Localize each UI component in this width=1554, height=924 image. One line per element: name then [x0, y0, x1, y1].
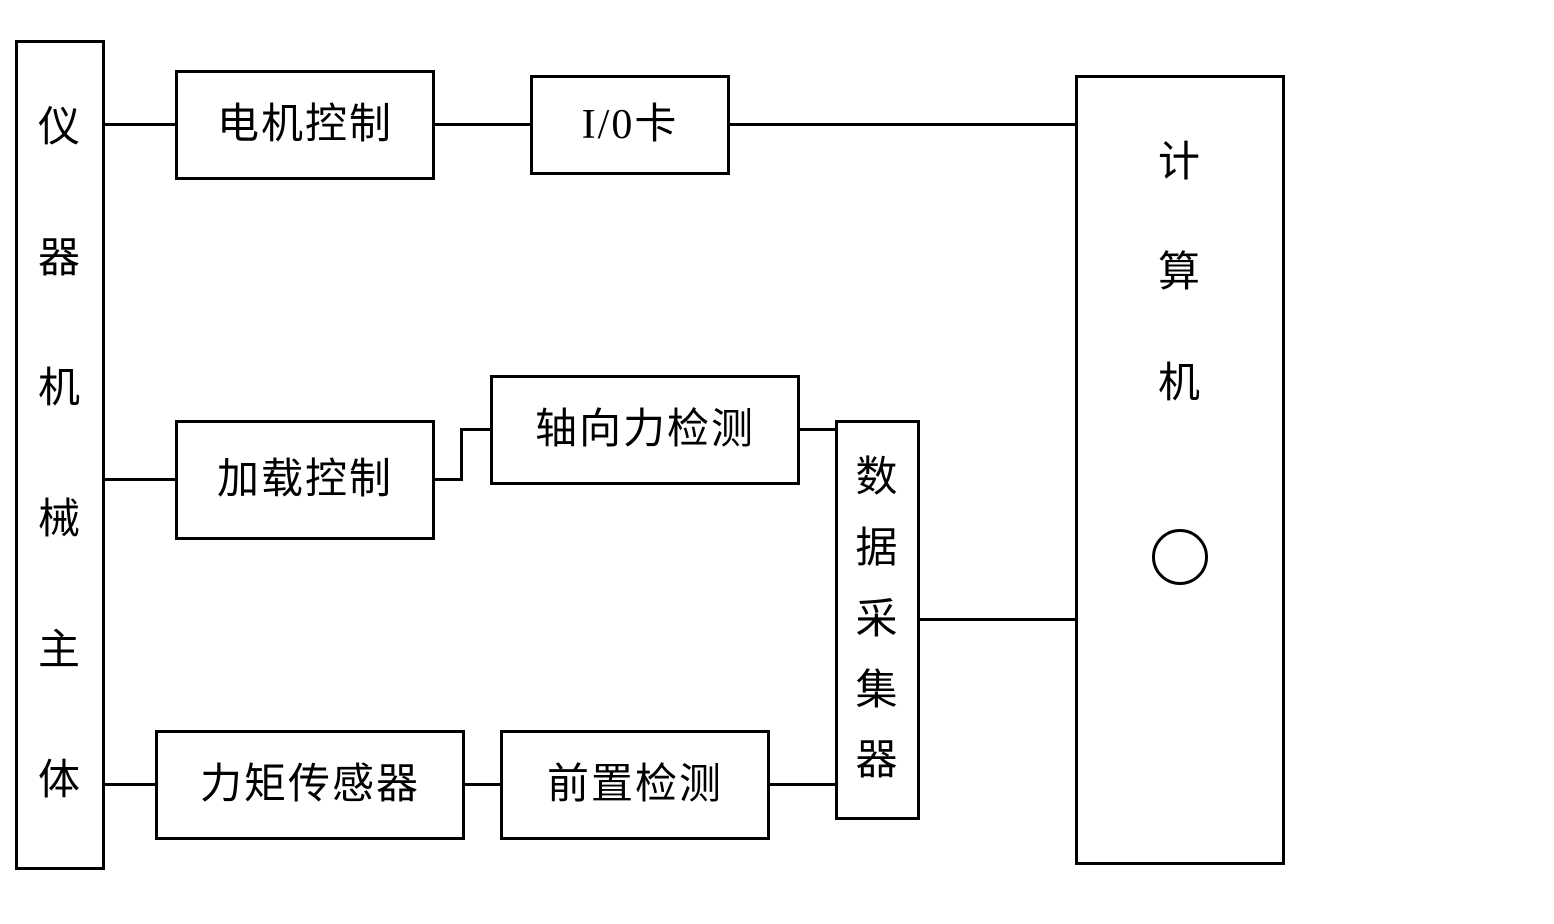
char: 据 [855, 524, 899, 574]
data-collector-box: 数 据 采 集 器 [835, 420, 920, 820]
axial-force-box: 轴向力检测 [490, 375, 800, 485]
char: 器 [855, 736, 899, 786]
char: 算 [1158, 248, 1202, 298]
edge-load-axial-c [460, 428, 490, 431]
char: 械 [38, 495, 82, 545]
motor-control-label: 电机控制 [217, 100, 393, 150]
instrument-body-box: 仪 器 机 械 主 体 [15, 40, 105, 870]
edge-axial-collector [800, 428, 835, 431]
char: 主 [38, 626, 82, 676]
motor-control-box: 电机控制 [175, 70, 435, 180]
load-control-box: 加载控制 [175, 420, 435, 540]
char: 仪 [38, 103, 82, 153]
char: 机 [1158, 359, 1202, 409]
char: 采 [855, 595, 899, 645]
char: 计 [1158, 138, 1202, 188]
edge-instrument-motor [105, 123, 175, 126]
edge-motor-io [435, 123, 530, 126]
edge-instrument-load [105, 478, 175, 481]
edge-pre-collector [770, 783, 835, 786]
char: 机 [38, 364, 82, 414]
pre-detect-box: 前置检测 [500, 730, 770, 840]
edge-load-axial-b [460, 428, 463, 481]
edge-load-axial-a [435, 478, 463, 481]
pre-detect-label: 前置检测 [547, 760, 723, 810]
axial-force-label: 轴向力检测 [535, 405, 755, 455]
edge-torque-pre [465, 783, 500, 786]
io-card-box: I/0卡 [530, 75, 730, 175]
char: 集 [855, 666, 899, 716]
torque-sensor-label: 力矩传感器 [200, 760, 420, 810]
load-control-label: 加载控制 [217, 455, 393, 505]
io-card-label: I/0卡 [582, 100, 679, 150]
torque-sensor-box: 力矩传感器 [155, 730, 465, 840]
edge-instrument-torque [105, 783, 155, 786]
char: 数 [855, 453, 899, 503]
edge-io-computer [730, 123, 1075, 126]
computer-circle-icon [1152, 529, 1208, 585]
char: 体 [38, 756, 82, 806]
computer-box: 计 算 机 [1075, 75, 1285, 865]
char: 器 [38, 234, 82, 284]
edge-collector-computer [920, 618, 1075, 621]
